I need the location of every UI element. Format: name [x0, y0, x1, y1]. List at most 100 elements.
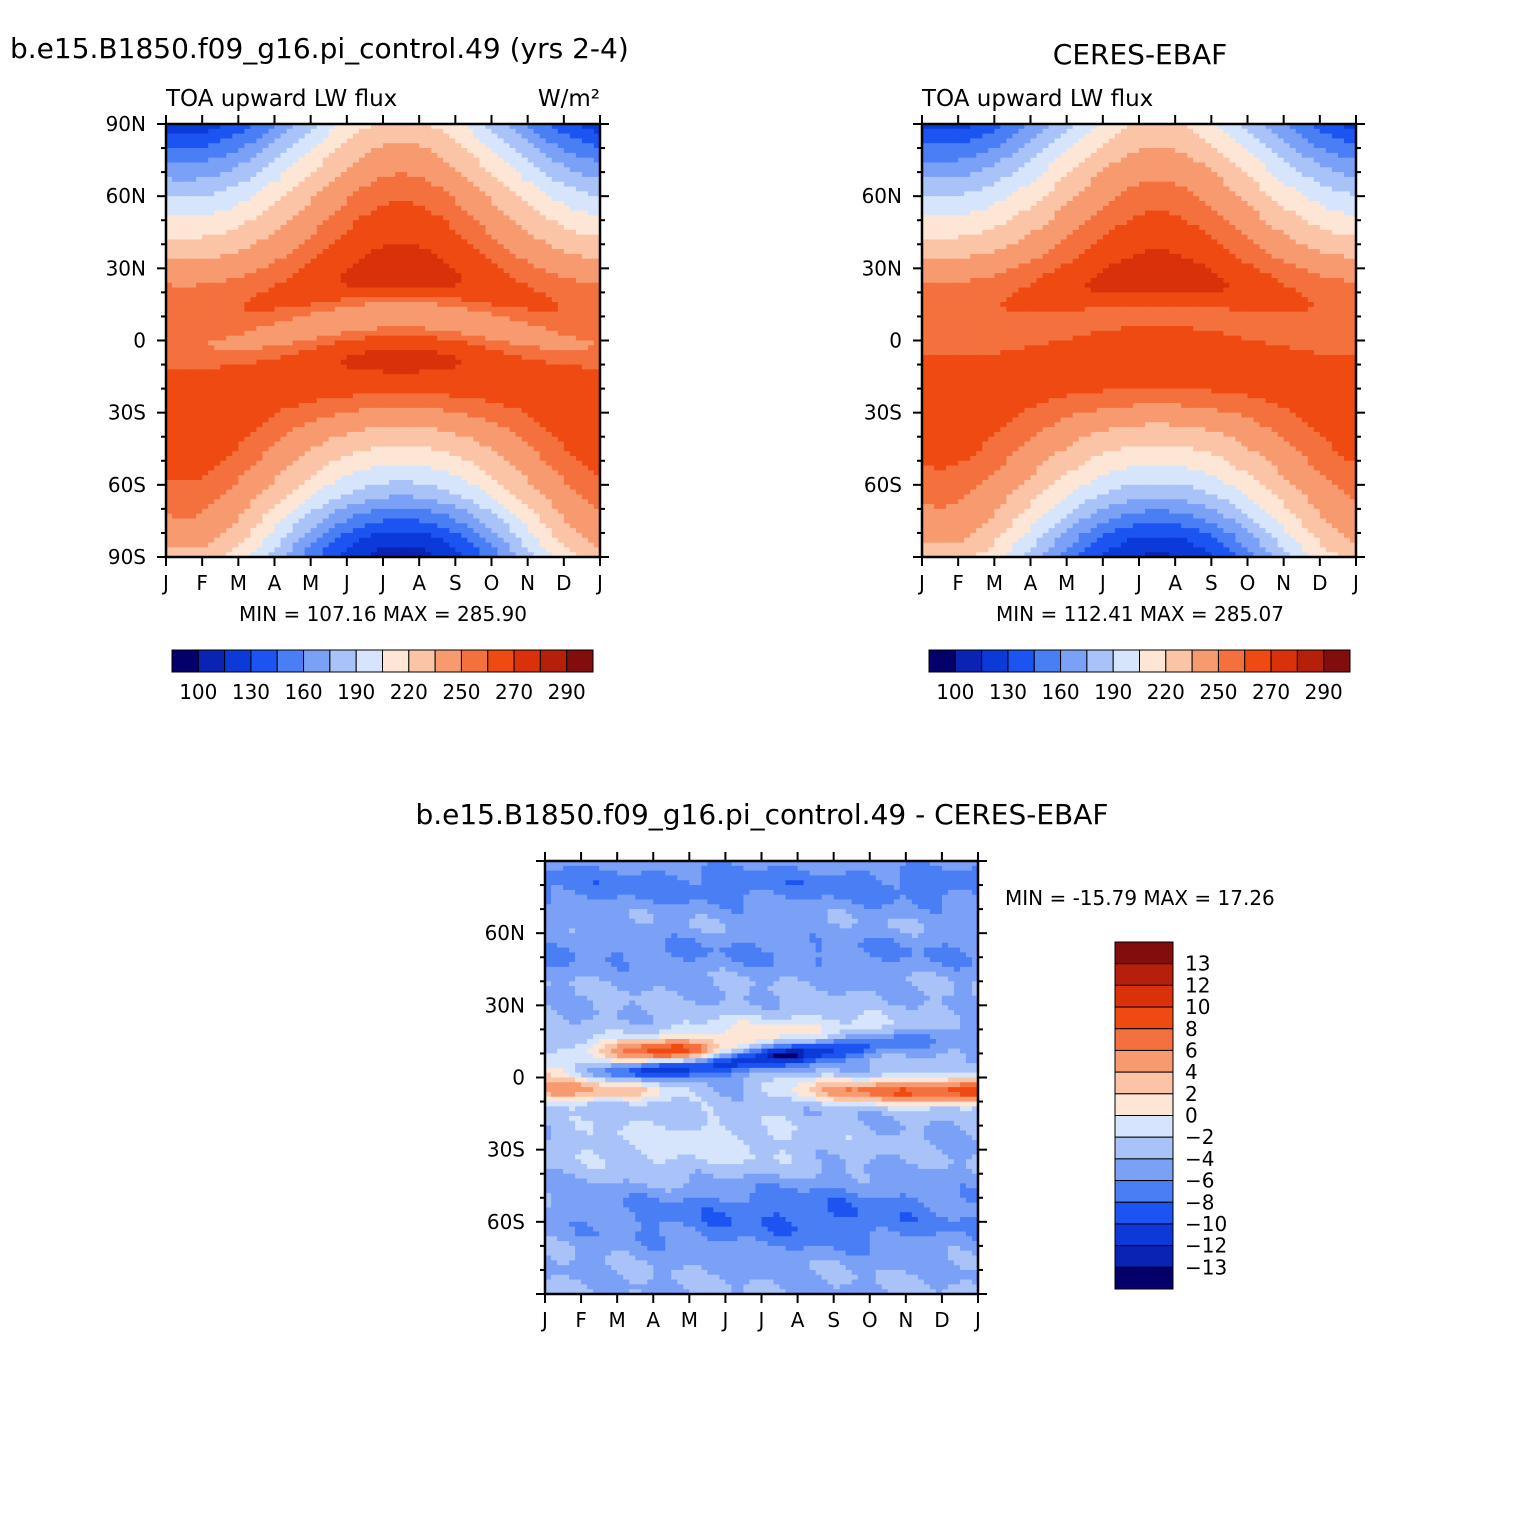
heatmap-cell: [419, 297, 426, 303]
heatmap-cell: [376, 422, 384, 428]
heatmap-cell: [274, 359, 282, 366]
heatmap-cell: [178, 455, 185, 462]
heatmap-cell: [515, 330, 523, 337]
heatmap-cell: [509, 297, 517, 303]
heatmap-cell: [250, 321, 258, 327]
heatmap-cell: [503, 191, 511, 197]
heatmap-cell: [467, 330, 475, 337]
heatmap-cell: [449, 263, 456, 269]
heatmap-cell: [370, 220, 378, 226]
heatmap-cell: [383, 427, 390, 433]
heatmap-cell: [407, 268, 414, 274]
heatmap-cell: [238, 157, 245, 164]
heatmap-cell: [352, 369, 360, 375]
heatmap-cell: [503, 215, 511, 221]
heatmap-cell: [166, 128, 173, 135]
heatmap-cell: [569, 215, 577, 221]
heatmap-cell: [196, 287, 203, 293]
heatmap-cell: [533, 162, 541, 168]
heatmap-cell: [286, 369, 294, 375]
heatmap-cell: [449, 128, 456, 135]
heatmap-cell: [539, 369, 547, 375]
heatmap-cell: [467, 229, 475, 236]
heatmap-cell: [389, 157, 396, 164]
heatmap-cell: [467, 143, 475, 149]
heatmap-cell: [467, 359, 475, 366]
heatmap-cell: [419, 249, 426, 255]
heatmap-cell: [467, 321, 475, 327]
heatmap-cell: [581, 277, 589, 284]
heatmap-cell: [328, 311, 336, 318]
heatmap-cell: [395, 277, 402, 284]
heatmap-cell: [515, 277, 523, 284]
heatmap-cell: [268, 273, 276, 279]
heatmap-cell: [443, 282, 450, 289]
heatmap-cell: [364, 422, 372, 428]
heatmap-cell: [563, 138, 571, 144]
heatmap-cell: [533, 321, 541, 327]
heatmap-cell: [395, 138, 402, 144]
heatmap-cell: [268, 138, 276, 144]
heatmap-cell: [250, 152, 258, 159]
heatmap-cell: [407, 350, 414, 356]
heatmap-cell: [563, 220, 571, 226]
heatmap-cell: [238, 455, 245, 462]
heatmap-cell: [479, 335, 487, 342]
heatmap-cell: [413, 138, 420, 144]
heatmap-cell: [407, 364, 414, 370]
heatmap-cell: [232, 374, 239, 380]
heatmap-cell: [208, 436, 215, 443]
heatmap-cell: [503, 229, 511, 236]
heatmap-cell: [310, 220, 318, 226]
heatmap-cell: [587, 167, 595, 173]
heatmap-cell: [238, 196, 245, 202]
heatmap-cell: [310, 143, 318, 149]
heatmap-cell: [178, 393, 185, 399]
heatmap-cell: [395, 350, 402, 356]
heatmap-cell: [497, 138, 505, 144]
heatmap-cell: [184, 148, 191, 154]
heatmap-cell: [383, 297, 390, 303]
heatmap-cell: [581, 326, 589, 332]
heatmap-cell: [244, 403, 251, 409]
heatmap-cell: [563, 196, 571, 202]
heatmap-cell: [545, 383, 553, 390]
heatmap-cell: [509, 407, 517, 414]
heatmap-cell: [461, 359, 468, 366]
heatmap-cell: [196, 234, 203, 241]
heatmap-cell: [461, 369, 468, 375]
heatmap-cell: [256, 297, 264, 303]
heatmap-cell: [593, 431, 601, 438]
heatmap-cell: [515, 403, 523, 409]
heatmap-cell: [196, 431, 203, 438]
heatmap-cell: [298, 292, 306, 298]
heatmap-cell: [569, 427, 577, 433]
heatmap-cell: [298, 436, 306, 443]
heatmap-cell: [322, 138, 330, 144]
heatmap-cell: [389, 383, 396, 390]
heatmap-cell: [286, 340, 294, 346]
heatmap-cell: [364, 220, 372, 226]
heatmap-cell: [503, 393, 511, 399]
heatmap-cell: [256, 292, 264, 298]
heatmap-cell: [286, 229, 294, 236]
heatmap-cell: [437, 200, 444, 207]
heatmap-cell: [370, 239, 378, 245]
heatmap-cell: [178, 176, 185, 183]
heatmap-cell: [310, 388, 318, 395]
heatmap-cell: [358, 181, 366, 188]
heatmap-cell: [461, 244, 468, 250]
heatmap-cell: [545, 292, 553, 298]
heatmap-cell: [407, 133, 414, 140]
heatmap-cell: [407, 225, 414, 231]
heatmap-cell: [310, 446, 318, 452]
heatmap-cell: [581, 225, 589, 231]
heatmap-cell: [202, 282, 209, 289]
heatmap-cell: [214, 249, 221, 255]
heatmap-cell: [479, 191, 487, 197]
heatmap-cell: [503, 436, 511, 443]
heatmap-cell: [383, 138, 390, 144]
heatmap-cell: [419, 138, 426, 144]
heatmap-cell: [443, 167, 450, 173]
heatmap-cell: [322, 162, 330, 168]
